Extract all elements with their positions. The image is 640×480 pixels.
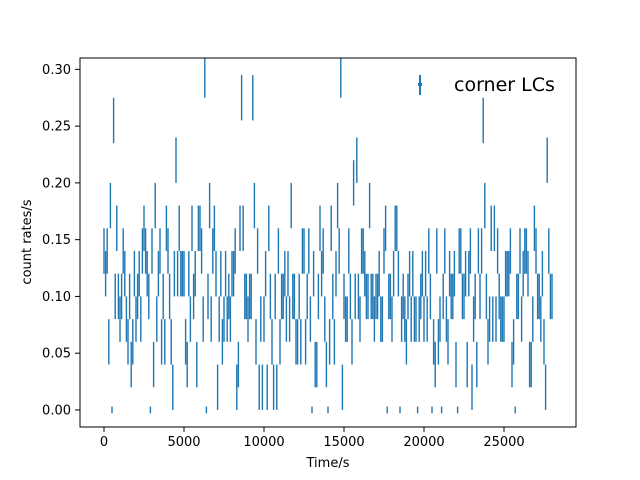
y-axis-title: count rates/s	[20, 199, 35, 284]
y-tick-label: 0.10	[42, 290, 71, 305]
x-axis-ticks: 0 5000 10000 15000 20000 25000	[100, 427, 525, 450]
legend-label: corner LCs	[454, 74, 555, 96]
y-axis-ticks: 0.00 0.05 0.10 0.15 0.20 0.25 0.30	[42, 63, 80, 418]
x-tick-label: 15000	[323, 435, 364, 450]
x-axis-title: Time/s	[306, 456, 350, 471]
y-tick-label: 0.30	[42, 63, 71, 78]
x-tick-label: 0	[100, 435, 108, 450]
y-tick-label: 0.20	[42, 176, 71, 191]
data-layer	[103, 58, 553, 414]
axes-frame	[79, 57, 577, 428]
x-tick-label: 10000	[243, 435, 284, 450]
legend: corner LCs	[418, 74, 555, 96]
x-tick-label: 25000	[483, 435, 524, 450]
y-tick-label: 0.15	[42, 233, 71, 248]
x-tick-label: 5000	[167, 435, 200, 450]
y-tick-label: 0.00	[42, 403, 71, 418]
x-tick-label: 20000	[403, 435, 444, 450]
y-tick-label: 0.05	[42, 347, 71, 362]
plot-area	[103, 58, 553, 414]
y-tick-label: 0.25	[42, 120, 71, 135]
